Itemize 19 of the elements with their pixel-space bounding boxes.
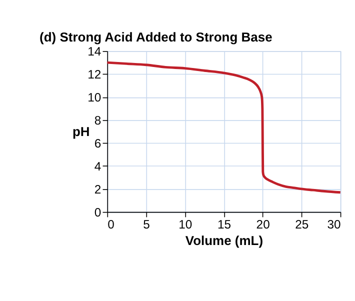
y-tick-label: 4	[94, 159, 102, 174]
y-tick-label: 8	[94, 113, 102, 128]
y-tick-label: 0	[94, 205, 102, 220]
x-tick-label: 10	[178, 218, 192, 232]
y-tick-label: 10	[88, 90, 102, 104]
x-tick-label: 5	[143, 218, 150, 232]
x-tick-label: 0	[108, 218, 115, 232]
chart-title: (d) Strong Acid Added to Strong Base	[40, 29, 272, 44]
x-axis-title: Volume (mL)	[185, 232, 264, 248]
y-tick-label: 2	[94, 182, 102, 196]
y-tick-label: 6	[94, 136, 102, 150]
y-tick-label: 14	[88, 44, 102, 59]
x-tick-label: 25	[295, 218, 309, 232]
x-tick-label: 20	[256, 218, 270, 232]
line-series	[106, 61, 342, 194]
y-tick-label: 12	[88, 68, 102, 82]
x-tick-label: 15	[217, 218, 232, 232]
y-axis-title: pH	[72, 124, 90, 139]
x-tick-label: 30	[327, 218, 342, 232]
